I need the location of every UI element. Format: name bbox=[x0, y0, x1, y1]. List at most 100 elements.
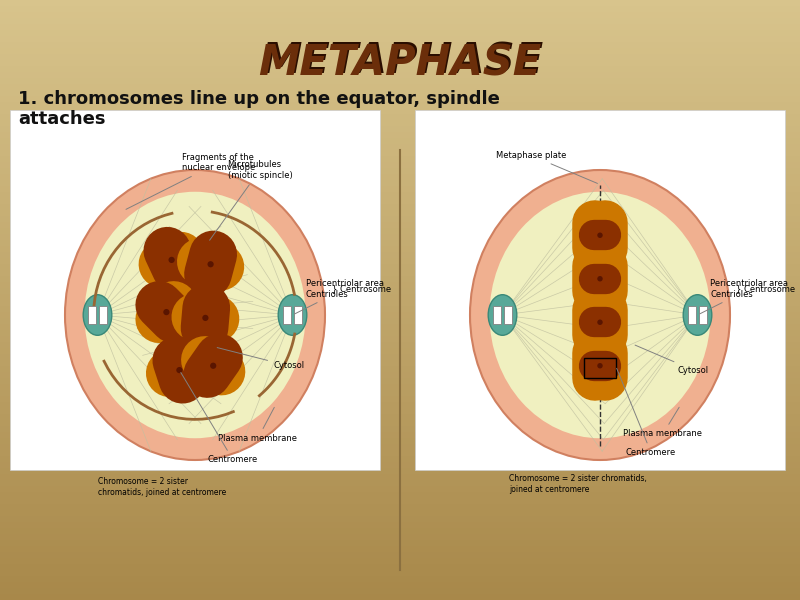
Bar bbox=[699, 306, 706, 323]
Bar bbox=[0, 48, 800, 54]
Bar bbox=[0, 144, 800, 150]
Text: Pericentriolar area
Centrioles: Pericentriolar area Centrioles bbox=[295, 279, 383, 314]
Bar bbox=[584, 358, 616, 378]
Bar bbox=[0, 450, 800, 456]
Bar bbox=[0, 564, 800, 570]
Bar bbox=[0, 72, 800, 78]
Bar bbox=[0, 84, 800, 90]
Bar bbox=[0, 462, 800, 468]
Circle shape bbox=[598, 320, 602, 325]
Bar bbox=[0, 312, 800, 318]
Bar bbox=[0, 540, 800, 546]
Bar bbox=[0, 132, 800, 138]
Bar bbox=[0, 366, 800, 372]
Bar bbox=[0, 516, 800, 522]
Text: Fragments of the
nuclear envelope: Fragments of the nuclear envelope bbox=[126, 153, 255, 209]
Bar bbox=[0, 270, 800, 276]
Text: Centromere: Centromere bbox=[181, 373, 258, 464]
Ellipse shape bbox=[83, 295, 112, 335]
Bar bbox=[0, 36, 800, 42]
Bar bbox=[0, 390, 800, 396]
Ellipse shape bbox=[683, 295, 712, 335]
Bar bbox=[0, 108, 800, 114]
Bar bbox=[0, 174, 800, 180]
Text: METAPHASE: METAPHASE bbox=[261, 40, 543, 82]
Text: } Centrosome: } Centrosome bbox=[737, 284, 796, 293]
Circle shape bbox=[176, 367, 182, 373]
Ellipse shape bbox=[65, 170, 325, 460]
Text: Metaphase plate: Metaphase plate bbox=[496, 151, 598, 184]
Bar bbox=[0, 402, 800, 408]
Bar bbox=[0, 420, 800, 426]
Bar bbox=[0, 348, 800, 354]
Text: attaches: attaches bbox=[18, 110, 106, 128]
Ellipse shape bbox=[470, 170, 730, 460]
Text: Centromere: Centromere bbox=[617, 368, 676, 457]
Bar bbox=[99, 306, 106, 323]
Circle shape bbox=[207, 261, 214, 268]
Bar bbox=[504, 306, 512, 323]
Bar bbox=[0, 252, 800, 258]
Bar bbox=[0, 336, 800, 342]
Circle shape bbox=[598, 363, 602, 368]
Ellipse shape bbox=[488, 295, 517, 335]
Bar bbox=[283, 306, 291, 323]
Bar bbox=[0, 66, 800, 72]
Bar bbox=[0, 330, 800, 336]
Circle shape bbox=[202, 315, 209, 321]
Bar bbox=[0, 126, 800, 132]
Bar bbox=[0, 504, 800, 510]
Bar bbox=[0, 30, 800, 36]
Bar bbox=[0, 18, 800, 24]
Bar bbox=[0, 534, 800, 540]
Bar bbox=[0, 0, 800, 6]
Bar bbox=[0, 432, 800, 438]
Bar bbox=[0, 162, 800, 168]
Text: METAPHASE: METAPHASE bbox=[258, 42, 542, 84]
Bar bbox=[0, 282, 800, 288]
Bar bbox=[0, 306, 800, 312]
Circle shape bbox=[210, 362, 216, 369]
Bar bbox=[0, 210, 800, 216]
Bar bbox=[0, 276, 800, 282]
Bar bbox=[0, 222, 800, 228]
Bar bbox=[0, 300, 800, 306]
Bar bbox=[0, 384, 800, 390]
Bar bbox=[0, 216, 800, 222]
Bar bbox=[0, 426, 800, 432]
Bar bbox=[0, 186, 800, 192]
Bar bbox=[0, 150, 800, 156]
Bar bbox=[0, 468, 800, 474]
Bar bbox=[0, 60, 800, 66]
Bar bbox=[0, 324, 800, 330]
Circle shape bbox=[598, 233, 602, 238]
Bar bbox=[0, 582, 800, 588]
Text: Chromosome = 2 sister chromatids,
joined at centromere: Chromosome = 2 sister chromatids, joined… bbox=[509, 475, 647, 494]
Bar bbox=[0, 522, 800, 528]
Bar bbox=[0, 90, 800, 96]
Bar bbox=[0, 474, 800, 480]
Bar bbox=[10, 110, 380, 470]
Bar bbox=[89, 306, 96, 323]
Text: Plasma membrane: Plasma membrane bbox=[218, 407, 298, 443]
Bar bbox=[0, 570, 800, 576]
Bar bbox=[0, 138, 800, 144]
Bar bbox=[0, 78, 800, 84]
Bar bbox=[0, 576, 800, 582]
Bar bbox=[0, 408, 800, 414]
Bar bbox=[0, 246, 800, 252]
Bar bbox=[415, 110, 785, 470]
Bar bbox=[0, 438, 800, 444]
Bar bbox=[0, 240, 800, 246]
Bar bbox=[0, 492, 800, 498]
Bar bbox=[0, 342, 800, 348]
Bar bbox=[0, 480, 800, 486]
Bar bbox=[0, 288, 800, 294]
Bar bbox=[0, 414, 800, 420]
Circle shape bbox=[169, 257, 174, 263]
Text: Plasma membrane: Plasma membrane bbox=[623, 407, 702, 439]
Bar bbox=[0, 192, 800, 198]
Bar bbox=[0, 396, 800, 402]
Text: 1. chromosomes line up on the equator, spindle: 1. chromosomes line up on the equator, s… bbox=[18, 90, 500, 108]
Bar bbox=[0, 6, 800, 12]
